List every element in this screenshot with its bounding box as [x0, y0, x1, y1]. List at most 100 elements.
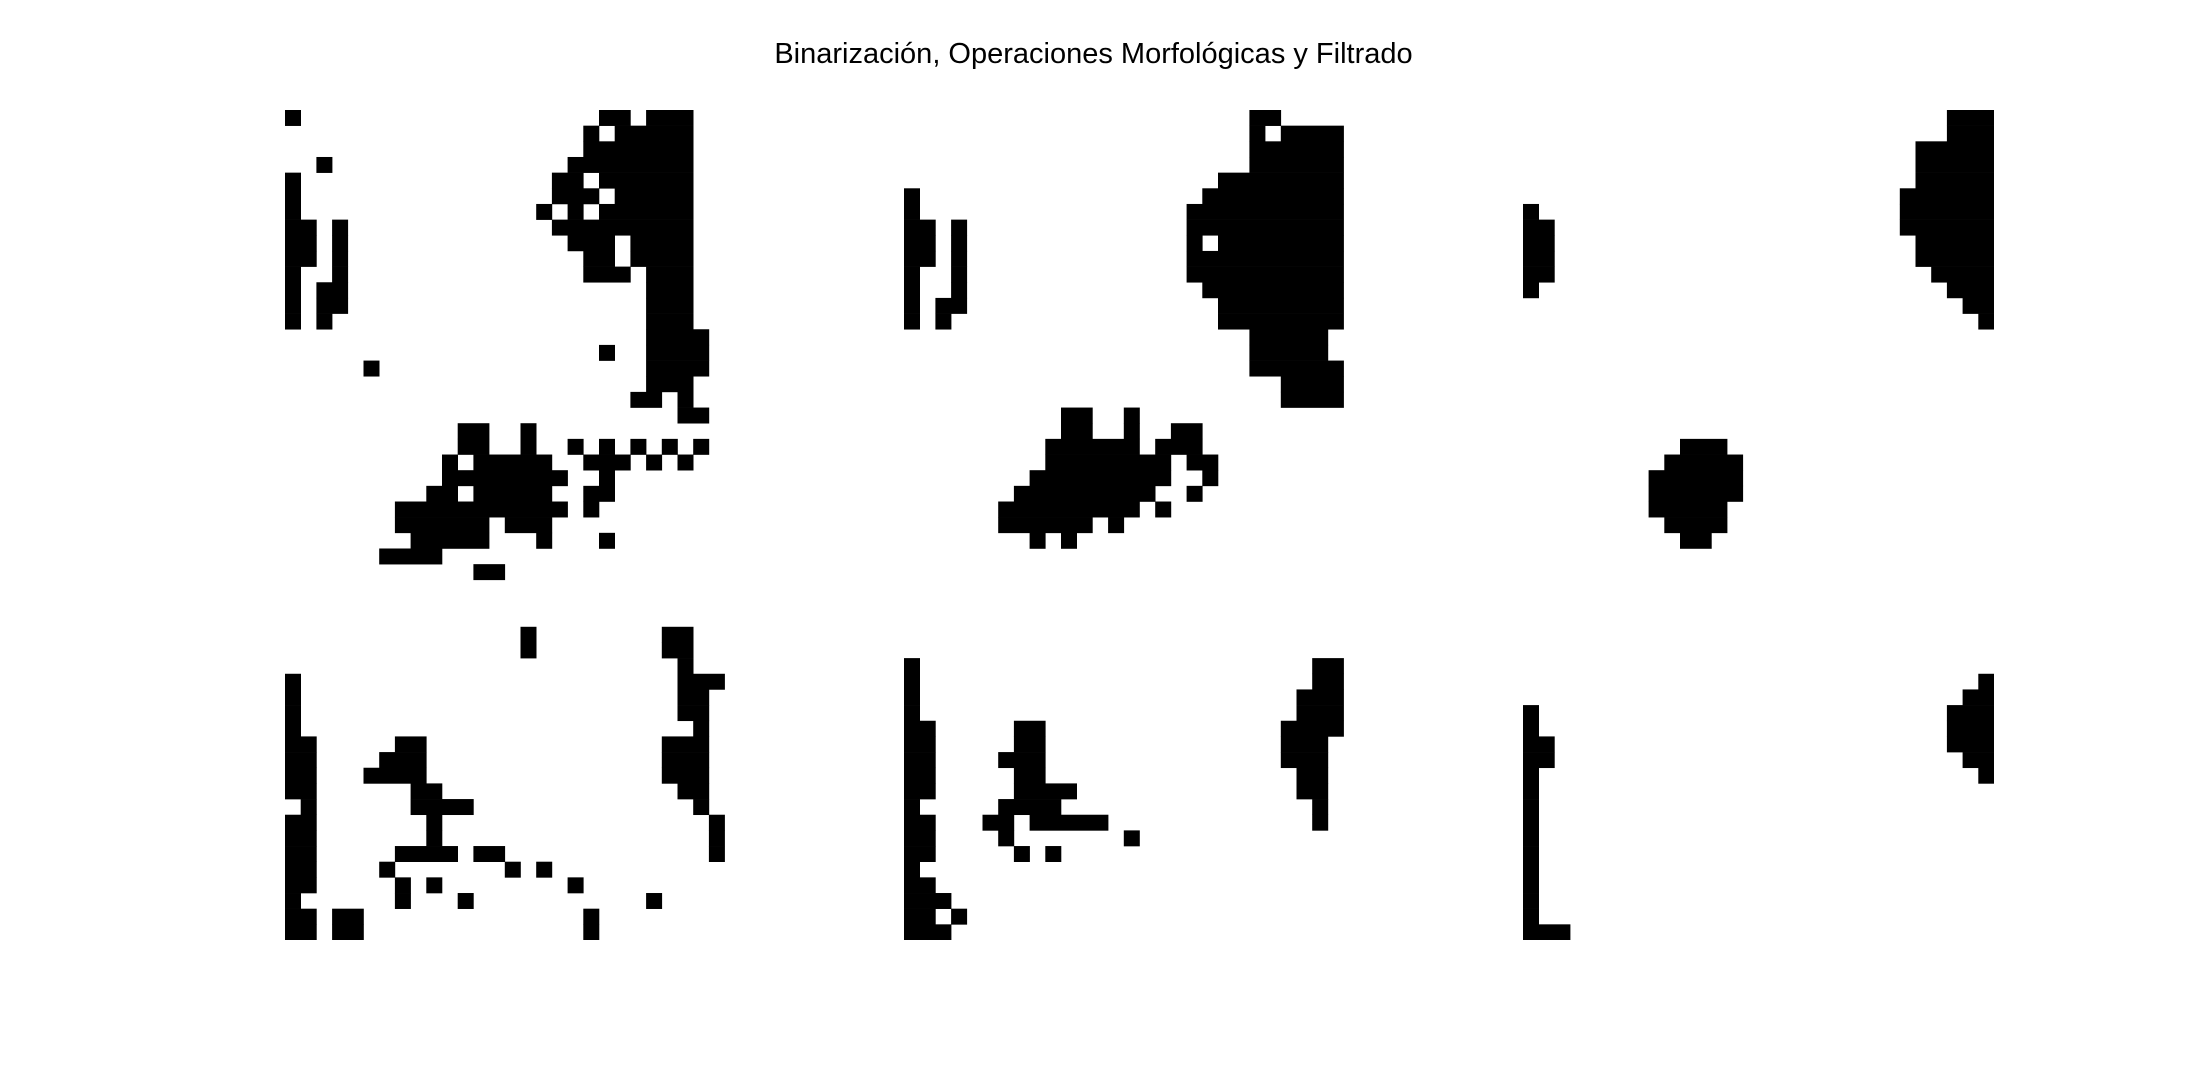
pixel-run: [1915, 156, 1994, 173]
pixel-run: [1978, 767, 1994, 784]
pixel-run: [904, 893, 952, 909]
binarized-image-panel: [285, 110, 756, 940]
pixel-run: [661, 736, 710, 753]
pixel-run: [614, 188, 694, 205]
binarized-image: [285, 110, 756, 940]
pixel-run: [1280, 720, 1344, 737]
pixel-run: [1061, 423, 1093, 440]
pixel-run: [316, 313, 333, 330]
pixel-run: [410, 783, 443, 800]
pixel-run: [1123, 407, 1140, 424]
pixel-run: [904, 861, 920, 878]
pixel-run: [1186, 266, 1344, 283]
pixel-run: [951, 219, 968, 236]
pixel-run: [285, 235, 317, 252]
pixel-run: [285, 172, 301, 189]
pixel-run: [551, 188, 600, 205]
pixel-run: [1045, 846, 1062, 862]
pixel-run: [677, 705, 710, 722]
pixel-run: [379, 548, 443, 565]
pixel-run: [1186, 454, 1219, 471]
pixel-run: [285, 297, 301, 314]
pixel-run: [998, 501, 1140, 518]
pixel-run: [708, 830, 725, 847]
pixel-run: [951, 266, 968, 283]
pixel-run: [285, 736, 317, 753]
pixel-run: [285, 846, 317, 862]
pixel-run: [1029, 470, 1172, 487]
pixel-run: [646, 344, 710, 361]
pixel-run: [1280, 391, 1344, 408]
pixel-run: [1962, 297, 1994, 314]
pixel-run: [1978, 313, 1994, 330]
pixel-run: [1915, 250, 1994, 267]
pixel-run: [1312, 814, 1329, 831]
pixel-run: [951, 282, 968, 299]
pixel-run: [677, 783, 710, 800]
pixel-run: [1523, 736, 1555, 753]
pixel-run: [1946, 720, 1994, 737]
pixel-run: [951, 908, 968, 925]
pixel-run: [614, 125, 694, 142]
pixel-run: [904, 767, 936, 784]
pixel-run: [1013, 846, 1030, 862]
pixel-run: [1946, 125, 1994, 142]
pixel-run: [1218, 235, 1344, 252]
pixel-run: [316, 297, 349, 314]
pixel-run: [1946, 110, 1994, 126]
pixel-run: [473, 564, 506, 581]
filtered-image-panel: [1523, 110, 1994, 940]
pixel-run: [1186, 250, 1344, 267]
pixel-run: [394, 846, 458, 862]
pixel-run: [661, 642, 694, 659]
figure-title: Binarización, Operaciones Morfológicas y…: [774, 38, 1413, 70]
pixel-run: [1680, 438, 1728, 455]
pixel-run: [599, 438, 615, 455]
pixel-run: [1648, 501, 1728, 518]
pixel-run: [599, 110, 631, 126]
pixel-run: [504, 517, 553, 534]
pixel-run: [473, 485, 553, 502]
pixel-run: [599, 470, 615, 487]
pixel-run: [442, 454, 458, 471]
pixel-run: [904, 203, 920, 220]
pixel-run: [1155, 501, 1172, 518]
pixel-run: [583, 141, 694, 158]
pixel-run: [1280, 376, 1344, 393]
pixel-run: [646, 329, 710, 346]
pixel-run: [394, 501, 568, 518]
morphology-image-panel: [904, 110, 1375, 940]
filtered-image: [1523, 110, 1994, 940]
pixel-run: [394, 517, 490, 534]
pixel-run: [904, 235, 936, 252]
pixel-run: [1962, 752, 1994, 769]
pixel-run: [1202, 282, 1344, 299]
pixel-run: [661, 626, 694, 643]
pixel-run: [583, 485, 615, 502]
pixel-run: [285, 814, 317, 831]
pixel-run: [1013, 736, 1046, 753]
pixel-run: [904, 846, 936, 862]
pixel-run: [998, 799, 1062, 816]
pixel-run: [661, 767, 710, 784]
pixel-run: [285, 188, 301, 205]
pixel-run: [1523, 783, 1539, 800]
pixel-run: [599, 203, 694, 220]
pixel-run: [904, 908, 936, 925]
pixel-run: [567, 877, 584, 894]
pixel-run: [1915, 172, 1994, 189]
pixel-run: [551, 219, 694, 236]
pixel-run: [1296, 689, 1344, 706]
pixel-run: [457, 438, 490, 455]
pixel-run: [520, 423, 537, 440]
pixel-run: [583, 250, 615, 267]
pixel-run: [1648, 485, 1744, 502]
pixel-run: [630, 438, 647, 455]
pixel-run: [1029, 532, 1046, 549]
pixel-run: [1962, 689, 1994, 706]
pixel-run: [1249, 344, 1329, 361]
pixel-run: [1013, 720, 1046, 737]
pixel-run: [1045, 454, 1172, 471]
pixel-run: [536, 203, 553, 220]
pixel-run: [677, 454, 694, 471]
